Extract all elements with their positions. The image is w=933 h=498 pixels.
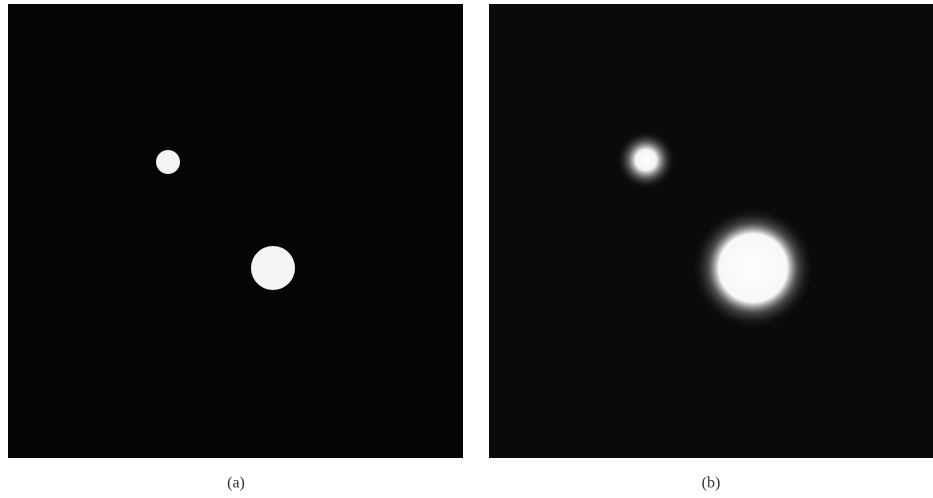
small-dot xyxy=(616,130,676,190)
image-background xyxy=(8,4,463,458)
panel-label: (a) xyxy=(227,475,245,492)
large-dot xyxy=(251,246,295,290)
panel-b: (b) xyxy=(489,4,933,492)
page: (a) (b) (() => { const data = JSON.parse… xyxy=(0,0,933,498)
large-dot xyxy=(691,206,815,330)
small-dot xyxy=(156,150,180,174)
figure: (a) (b) xyxy=(0,0,933,498)
panel-label: (b) xyxy=(702,475,721,492)
panel-a: (a) xyxy=(8,4,463,492)
